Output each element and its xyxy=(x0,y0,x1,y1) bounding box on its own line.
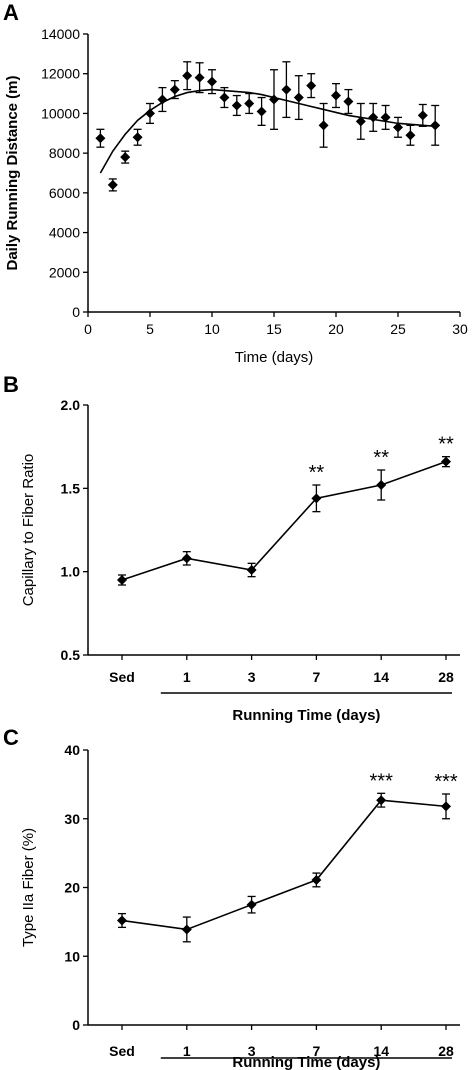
y-tick-label: 20 xyxy=(64,880,80,896)
y-tick-label: 2000 xyxy=(49,264,80,280)
data-point xyxy=(231,100,242,111)
data-point xyxy=(117,915,127,926)
data-point xyxy=(281,84,292,95)
panel-a-label: A xyxy=(3,0,19,25)
trend-line xyxy=(99,88,436,174)
x-tick-label: 1 xyxy=(183,669,191,685)
data-point xyxy=(393,122,403,133)
data-point xyxy=(380,112,391,123)
x-tick-label: 3 xyxy=(248,1043,256,1059)
x-tick-label: 20 xyxy=(328,321,344,337)
y-tick-label: 10 xyxy=(64,948,80,964)
data-point xyxy=(181,553,192,564)
x-tick-label: 7 xyxy=(313,1043,321,1059)
y-axis-title: Capillary to Fiber Ratio xyxy=(20,454,37,607)
data-point xyxy=(244,98,255,109)
y-tick-label: 6000 xyxy=(49,185,80,201)
panel-b-chart: B 0.5 1.0 1.5 2.0 Sed 1 3 7 14 28 Running Time (day… xyxy=(3,372,460,724)
x-tick-label: 30 xyxy=(452,321,468,337)
data-point xyxy=(95,133,106,144)
x-tick-label: 10 xyxy=(204,321,220,337)
x-tick-label: Sed xyxy=(109,669,135,685)
x-tick-label: 7 xyxy=(313,669,321,685)
series-line xyxy=(121,460,447,581)
data-point xyxy=(182,70,193,81)
data-point xyxy=(269,94,279,105)
y-tick-label: 2.0 xyxy=(61,397,81,413)
data-point xyxy=(181,924,192,935)
panel-label: C xyxy=(3,725,19,750)
x-tick-label: 15 xyxy=(266,321,282,337)
x-tick-label: 25 xyxy=(390,321,406,337)
data-point xyxy=(343,96,354,107)
significance-marker: ** xyxy=(438,434,454,456)
y-tick-label: 1.5 xyxy=(61,480,81,496)
x-tick-label: Sed xyxy=(109,1043,135,1059)
data-point xyxy=(256,106,267,117)
y-tick-label: 40 xyxy=(64,742,80,758)
data-point xyxy=(246,565,257,575)
data-point xyxy=(311,874,322,885)
x-tick-label: 28 xyxy=(438,669,454,685)
panel-c-chart: C 0 10 20 30 40 Sed 1 3 7 14 28 Running Time (days) T… xyxy=(3,725,460,1070)
panel-a-chart: A 0 2000 4000 6000 8000 10000 12000 14000 0 5 10 15 2… xyxy=(3,0,468,366)
y-tick-label: 30 xyxy=(64,811,80,827)
data-point xyxy=(441,456,451,467)
data-point xyxy=(132,132,143,143)
significance-marker: *** xyxy=(434,771,458,793)
y-axis-title: Daily Running Distance (m) xyxy=(4,75,21,270)
x-tick-label: 1 xyxy=(183,1043,191,1059)
x-tick-label: 3 xyxy=(248,669,256,685)
data-point xyxy=(293,92,304,103)
x-axis-title: Running Time (days) xyxy=(232,1054,380,1070)
y-tick-label: 14000 xyxy=(41,26,80,42)
y-tick-label: 1.0 xyxy=(61,564,81,580)
data-point xyxy=(145,108,155,119)
y-tick-label: 10000 xyxy=(41,105,80,121)
x-tick-label: 28 xyxy=(438,1043,454,1059)
y-tick-label: 0 xyxy=(72,1017,80,1033)
data-point xyxy=(207,76,217,87)
y-tick-label: 0.5 xyxy=(61,647,81,663)
data-point xyxy=(376,480,387,490)
data-point xyxy=(219,92,230,103)
significance-marker: *** xyxy=(370,770,394,792)
data-point xyxy=(318,120,329,131)
data-point xyxy=(117,575,127,585)
data-point xyxy=(306,80,317,91)
y-axis-title: Type IIa Fiber (%) xyxy=(20,828,37,947)
significance-marker: ** xyxy=(373,447,389,469)
data-point xyxy=(120,152,131,163)
data-point xyxy=(430,120,441,131)
x-axis-title: Time (days) xyxy=(235,349,314,366)
data-point xyxy=(107,179,118,190)
y-tick-label: 8000 xyxy=(49,145,80,161)
data-point xyxy=(331,90,341,101)
data-point xyxy=(194,72,205,83)
y-tick-label: 0 xyxy=(72,304,80,320)
data-point xyxy=(417,110,428,121)
x-tick-label: 14 xyxy=(373,669,389,685)
x-tick-label: 14 xyxy=(373,1043,389,1059)
y-tick-label: 4000 xyxy=(49,225,80,241)
x-tick-label: 0 xyxy=(84,321,92,337)
data-point xyxy=(368,112,379,123)
series-line xyxy=(121,799,447,931)
data-point xyxy=(311,493,322,504)
data-point xyxy=(376,795,387,806)
data-point xyxy=(355,116,366,127)
data-point xyxy=(169,84,180,95)
data-point xyxy=(246,899,257,910)
panel-label: B xyxy=(3,372,19,397)
data-point xyxy=(441,801,451,812)
significance-marker: ** xyxy=(309,462,325,484)
x-axis-title: Running Time (days) xyxy=(232,707,380,724)
data-point xyxy=(405,130,416,141)
data-point xyxy=(157,94,168,105)
y-tick-label: 12000 xyxy=(41,66,80,82)
x-tick-label: 5 xyxy=(146,321,154,337)
